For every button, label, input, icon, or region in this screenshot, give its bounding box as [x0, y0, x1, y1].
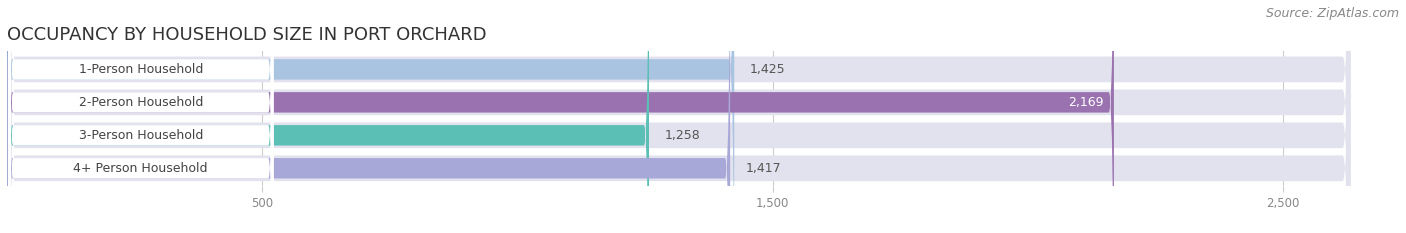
FancyBboxPatch shape [7, 0, 1350, 233]
Text: 4+ Person Household: 4+ Person Household [73, 162, 208, 175]
FancyBboxPatch shape [8, 0, 273, 233]
FancyBboxPatch shape [7, 0, 1350, 233]
Text: 3-Person Household: 3-Person Household [79, 129, 202, 142]
FancyBboxPatch shape [7, 0, 734, 233]
Text: 2-Person Household: 2-Person Household [79, 96, 202, 109]
FancyBboxPatch shape [8, 0, 273, 233]
FancyBboxPatch shape [7, 0, 1114, 233]
Text: 1-Person Household: 1-Person Household [79, 63, 202, 76]
FancyBboxPatch shape [7, 0, 1350, 233]
FancyBboxPatch shape [8, 0, 273, 233]
Text: 2,169: 2,169 [1069, 96, 1104, 109]
Text: 1,417: 1,417 [745, 162, 782, 175]
FancyBboxPatch shape [7, 0, 650, 233]
Text: Source: ZipAtlas.com: Source: ZipAtlas.com [1265, 7, 1399, 20]
FancyBboxPatch shape [8, 0, 273, 233]
Text: OCCUPANCY BY HOUSEHOLD SIZE IN PORT ORCHARD: OCCUPANCY BY HOUSEHOLD SIZE IN PORT ORCH… [7, 26, 486, 44]
Text: 1,425: 1,425 [749, 63, 785, 76]
FancyBboxPatch shape [7, 0, 730, 233]
Text: 1,258: 1,258 [664, 129, 700, 142]
FancyBboxPatch shape [7, 0, 1350, 233]
